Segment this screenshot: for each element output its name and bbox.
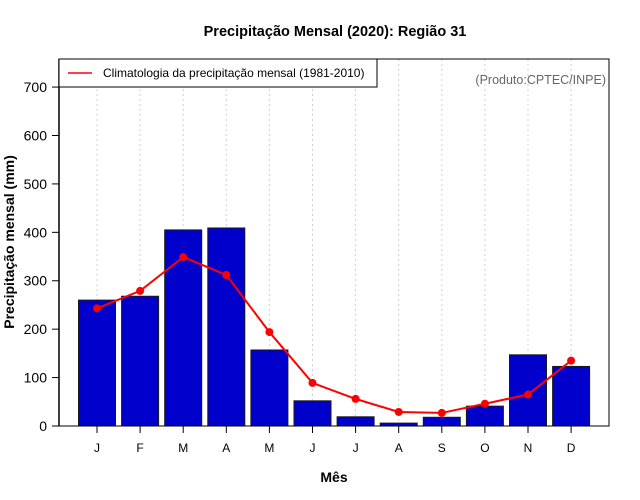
climatology-point-8 xyxy=(437,408,446,417)
y-tick-label: 700 xyxy=(24,79,48,95)
x-tick-label: D xyxy=(567,441,576,455)
y-tick-label: 600 xyxy=(24,127,48,143)
credit-annotation: (Produto:CPTEC/INPE) xyxy=(475,73,606,87)
x-tick-label: O xyxy=(480,441,489,455)
climatology-point-9 xyxy=(480,399,489,408)
climatology-point-5 xyxy=(308,378,317,387)
x-tick-label: J xyxy=(353,441,359,455)
climatology-point-7 xyxy=(394,407,403,416)
y-tick-label: 0 xyxy=(39,418,47,434)
x-tick-label: F xyxy=(136,441,143,455)
climatology-point-2 xyxy=(179,253,188,262)
y-axis: 0 100 200 300 400 500 600 700 xyxy=(24,59,60,434)
bar-5 xyxy=(293,400,332,427)
climatology-point-1 xyxy=(136,286,145,295)
bar-6 xyxy=(336,416,375,427)
x-tick-label: J xyxy=(94,441,100,455)
y-tick-label: 500 xyxy=(24,176,48,192)
climatology-point-6 xyxy=(351,394,360,403)
climatology-point-11 xyxy=(567,356,576,365)
x-tick-label: N xyxy=(524,441,533,455)
bar-8 xyxy=(422,416,461,427)
legend-box xyxy=(58,58,378,88)
climatology-point-10 xyxy=(524,390,532,399)
y-tick-label: 200 xyxy=(24,321,48,337)
bar-series xyxy=(78,227,591,427)
legend: Climatologia da precipitação mensal (198… xyxy=(58,58,378,88)
climatology-point-3 xyxy=(222,270,231,279)
x-tick-label: M xyxy=(178,441,188,455)
bar-10 xyxy=(509,354,547,427)
climatology-point-4 xyxy=(265,328,274,337)
x-tick-label: A xyxy=(395,441,403,455)
climatology-point-0 xyxy=(93,304,101,313)
bar-3 xyxy=(207,227,246,427)
bar-11 xyxy=(552,365,591,427)
x-axis-label: Mês xyxy=(320,469,347,485)
y-tick-label: 400 xyxy=(24,224,48,240)
y-tick-label: 100 xyxy=(24,370,48,386)
x-tick-label: A xyxy=(222,441,230,455)
bar-9 xyxy=(465,405,504,427)
x-tick-label: S xyxy=(438,441,446,455)
legend-entry-climatology: Climatologia da precipitação mensal (198… xyxy=(103,66,364,80)
x-tick-label: M xyxy=(264,441,274,455)
chart-title: Precipitação Mensal (2020): Região 31 xyxy=(204,24,467,40)
bar-4 xyxy=(250,349,289,427)
climatology-series xyxy=(93,253,576,417)
y-axis-label: Precipitação mensal (mm) xyxy=(1,155,17,329)
bar-0 xyxy=(78,299,116,427)
y-tick-label: 300 xyxy=(24,273,48,289)
climatology-line xyxy=(96,255,572,414)
bar-1 xyxy=(121,295,160,427)
x-tick-label: J xyxy=(310,441,316,455)
